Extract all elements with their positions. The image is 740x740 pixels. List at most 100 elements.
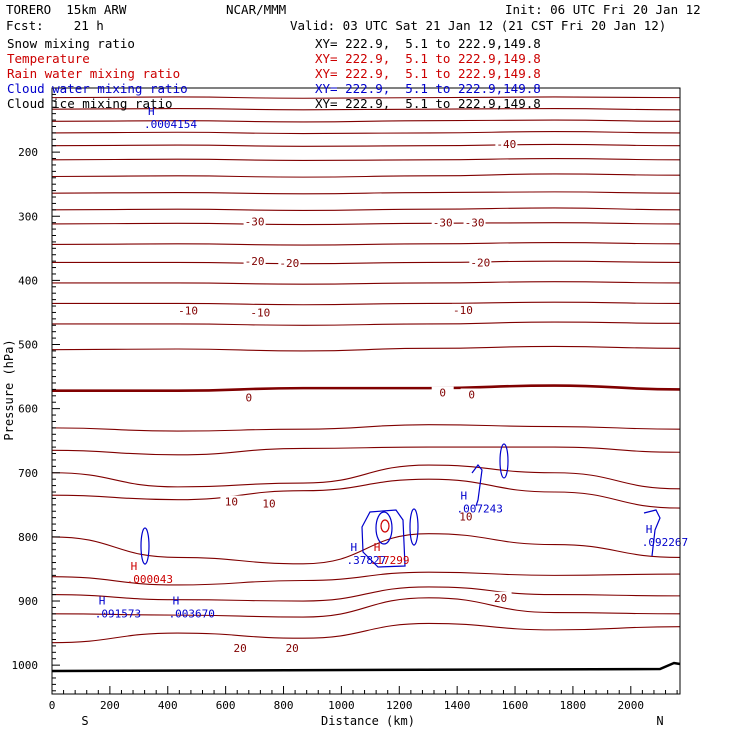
contour-label-bg bbox=[220, 495, 243, 508]
contour-label-bg bbox=[451, 303, 474, 316]
contour-label-bg bbox=[431, 386, 454, 399]
isotherm-line bbox=[51, 119, 681, 123]
isotherm-line bbox=[52, 260, 681, 265]
extremum-marker: H bbox=[148, 105, 155, 118]
y-tick-label: 900 bbox=[18, 595, 38, 608]
field-name: Rain water mixing ratio bbox=[7, 66, 181, 81]
isotherm-line bbox=[51, 622, 681, 644]
contour-label: 20 bbox=[286, 642, 299, 655]
contour-label: 0 bbox=[468, 389, 475, 402]
y-tick-label: 800 bbox=[18, 531, 38, 544]
extremum-value: .000043 bbox=[127, 573, 173, 586]
extremum-value: .37827 bbox=[347, 554, 387, 567]
cloud-water-contour bbox=[643, 509, 661, 557]
y-tick-label: 600 bbox=[18, 403, 38, 416]
contour-label-bg bbox=[463, 216, 486, 229]
contour-label: -20 bbox=[279, 257, 299, 270]
extremum-value: .0004154 bbox=[144, 118, 197, 131]
contour-label-bg bbox=[489, 591, 512, 604]
contour-label: 0 bbox=[439, 387, 446, 400]
contour-label: -30 bbox=[465, 217, 485, 230]
x-tick-label: 400 bbox=[158, 699, 178, 712]
x-tick-label: 200 bbox=[100, 699, 120, 712]
isotherm-line bbox=[52, 301, 681, 306]
contour-label: -30 bbox=[433, 217, 453, 230]
isotherm-line bbox=[51, 143, 681, 147]
extremum-marker: H bbox=[351, 541, 358, 554]
y-axis-label: Pressure (hPa) bbox=[2, 339, 16, 440]
isotherm-line bbox=[51, 446, 681, 456]
contour-label: -20 bbox=[245, 255, 265, 268]
x-end-label-north: N bbox=[656, 714, 663, 728]
extremum-value: .17299 bbox=[370, 554, 410, 567]
field-range: XY= 222.9, 5.1 to 222.9,149.8 bbox=[315, 51, 541, 66]
field-name: Cloud ice mixing ratio bbox=[7, 96, 173, 111]
isotherm-line bbox=[51, 281, 681, 285]
isotherm-line bbox=[51, 571, 681, 586]
isotherm-line bbox=[51, 157, 681, 162]
contour-label-bg bbox=[278, 257, 301, 270]
extremum-value: .007243 bbox=[457, 503, 503, 516]
x-tick-label: 2000 bbox=[618, 699, 645, 712]
x-tick-label: 600 bbox=[216, 699, 236, 712]
contour-label: 10 bbox=[459, 510, 472, 523]
cloud-water-contour bbox=[499, 443, 509, 479]
contour-label-bg bbox=[460, 388, 483, 401]
field-name: Snow mixing ratio bbox=[7, 36, 135, 51]
isotherm-line bbox=[51, 424, 681, 432]
isotherm-line bbox=[51, 597, 681, 618]
field-name: Temperature bbox=[7, 51, 90, 66]
x-tick-label: 1800 bbox=[560, 699, 587, 712]
extremum-marker: H bbox=[374, 541, 381, 554]
terrain-line bbox=[51, 661, 681, 673]
y-tick-label: 200 bbox=[18, 146, 38, 159]
isotherm-line bbox=[51, 222, 681, 226]
cloud-water-contour bbox=[375, 511, 393, 545]
contour-label: -10 bbox=[250, 306, 270, 319]
field-name: Cloud water mixing ratio bbox=[7, 81, 188, 96]
contour-label-bg bbox=[243, 255, 266, 268]
contour-label-bg bbox=[454, 510, 477, 523]
field-range: XY= 222.9, 5.1 to 222.9,149.8 bbox=[315, 66, 541, 81]
isotherm-line bbox=[51, 464, 681, 490]
contour-label-bg bbox=[229, 641, 252, 654]
valid-time: Valid: 03 UTC Sat 21 Jan 12 (21 CST Fri … bbox=[290, 18, 667, 33]
x-tick-label: 1000 bbox=[328, 699, 355, 712]
cloud-water-contour bbox=[471, 464, 483, 507]
x-tick-label: 0 bbox=[49, 699, 56, 712]
isotherm-line bbox=[51, 321, 681, 326]
extremum-marker: H bbox=[99, 595, 106, 608]
model-name: TORERO 15km ARW bbox=[6, 2, 127, 17]
y-tick-label: 400 bbox=[18, 274, 38, 287]
extremum-marker: H bbox=[461, 490, 468, 503]
contour-label-bg bbox=[431, 216, 454, 229]
x-end-label-south: S bbox=[81, 714, 88, 728]
contour-label-bg bbox=[177, 304, 200, 317]
isotherm-line bbox=[51, 173, 681, 178]
x-axis-label: Distance (km) bbox=[321, 714, 415, 728]
y-tick-label: 1000 bbox=[12, 659, 39, 672]
contour-label: 10 bbox=[262, 498, 275, 511]
x-tick-label: 1400 bbox=[444, 699, 471, 712]
organization: NCAR/MMM bbox=[226, 2, 287, 17]
x-tick-label: 1200 bbox=[386, 699, 413, 712]
isotherm-line bbox=[52, 384, 681, 392]
y-tick-label: 700 bbox=[18, 467, 38, 480]
contour-label-bg bbox=[237, 391, 260, 404]
x-tick-label: 1600 bbox=[502, 699, 529, 712]
extremum-value: .092267 bbox=[642, 536, 688, 549]
isotherm-line bbox=[51, 207, 681, 212]
contour-label: 20 bbox=[494, 592, 507, 605]
contour-label: -30 bbox=[245, 215, 265, 228]
contour-label: 0 bbox=[245, 392, 252, 405]
extremum-marker: H bbox=[646, 523, 653, 536]
isotherm-line bbox=[51, 345, 681, 352]
x-tick-label: 800 bbox=[274, 699, 294, 712]
cloud-water-contour bbox=[140, 527, 150, 565]
field-range: XY= 222.9, 5.1 to 222.9,149.8 bbox=[315, 96, 541, 111]
contour-label: 20 bbox=[233, 642, 246, 655]
contour-label: 10 bbox=[225, 496, 238, 509]
extremum-marker: H bbox=[131, 560, 138, 573]
cloud-water-contour bbox=[361, 509, 406, 568]
